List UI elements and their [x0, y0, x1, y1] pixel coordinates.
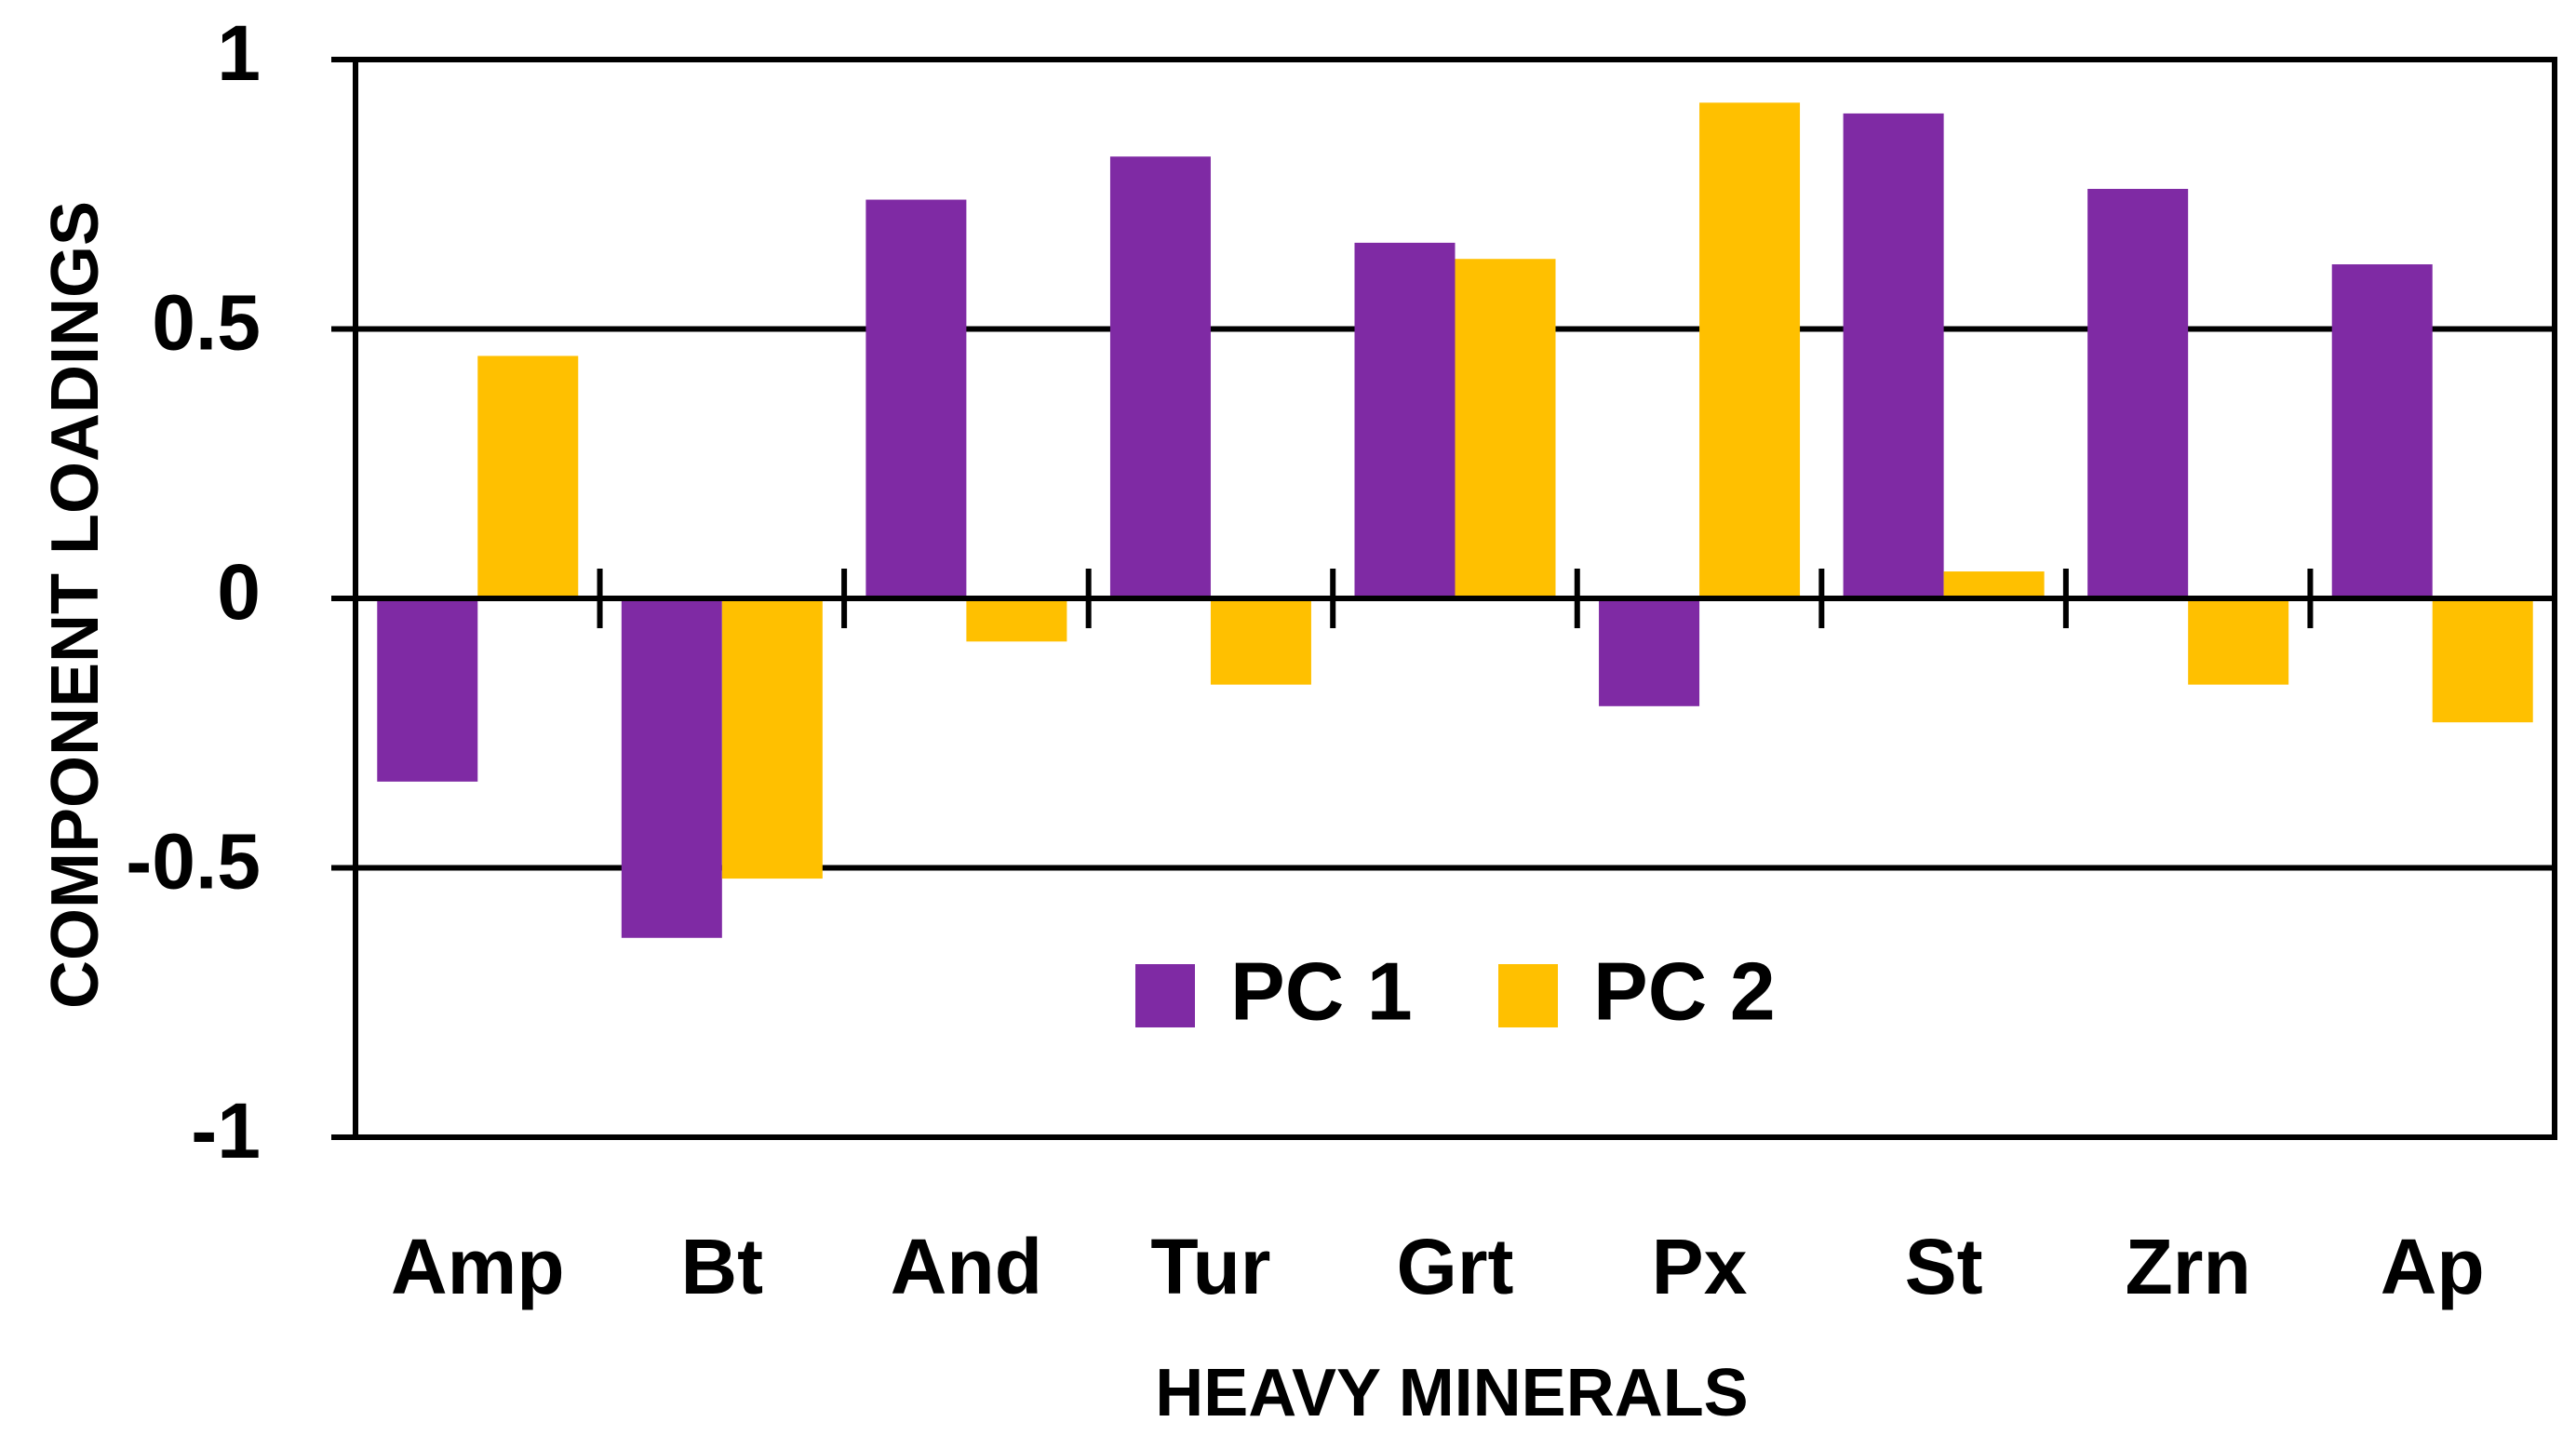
x-tick-label: St: [1905, 1223, 1983, 1310]
bar-pc2-px: [1699, 102, 1801, 598]
legend-label-pc2: PC 2: [1593, 945, 1776, 1037]
bar-pc1-bt: [621, 598, 722, 938]
bar-pc2-ap: [2432, 598, 2533, 723]
bar-pc1-st: [1843, 113, 1944, 598]
legend-swatch-pc2: [1498, 964, 1558, 1027]
bar-pc2-tur: [1210, 598, 1311, 685]
bar-pc2-amp: [477, 356, 579, 598]
x-tick-label: Amp: [391, 1223, 565, 1310]
plot-border: [353, 57, 2557, 1140]
y-tick-label: -0.5: [126, 818, 261, 906]
y-axis-title: COMPONENT LOADINGS: [38, 201, 113, 1009]
bar-pc1-px: [1599, 598, 1700, 706]
bar-pc1-zrn: [2087, 188, 2189, 598]
y-tick-label: 0.5: [152, 279, 261, 367]
y-tick-label: 0: [217, 548, 261, 636]
x-tick-label: Grt: [1397, 1223, 1514, 1310]
y-tick-labels: 1 0.5 0 -0.5 -1: [126, 9, 261, 1174]
bar-pc1-grt: [1354, 242, 1456, 598]
x-tick-label: Zrn: [2126, 1223, 2251, 1310]
bar-pc2-grt: [1455, 259, 1556, 598]
bar-pc1-tur: [1109, 156, 1211, 598]
bar-pc2-and: [966, 598, 1067, 642]
x-tick-label: Bt: [681, 1223, 764, 1310]
bar-pc2-zrn: [2188, 598, 2289, 685]
y-tick-label: -1: [191, 1087, 261, 1174]
legend-label-pc1: PC 1: [1230, 945, 1413, 1037]
x-tick-labels: Amp Bt And Tur Grt Px St Zrn Ap: [391, 1223, 2485, 1310]
y-tick-label: 1: [217, 9, 261, 97]
bar-pc1-and: [865, 199, 967, 599]
x-tick-label: Tur: [1150, 1223, 1270, 1310]
bar-pc1-amp: [377, 598, 478, 782]
x-axis-title: HEAVY MINERALS: [1155, 1356, 1748, 1430]
x-tick-label: Ap: [2381, 1223, 2485, 1310]
x-tick-label: And: [891, 1223, 1042, 1310]
bar-pc1-ap: [2331, 264, 2433, 598]
bars: [377, 102, 2533, 938]
axes: [331, 57, 2557, 1140]
bar-pc2-st: [1943, 571, 2045, 598]
legend-swatch-pc1: [1135, 964, 1195, 1027]
legend: PC 1 PC 2: [1135, 945, 1776, 1037]
bar-pc2-bt: [721, 598, 823, 879]
x-tick-label: Px: [1652, 1223, 1748, 1310]
